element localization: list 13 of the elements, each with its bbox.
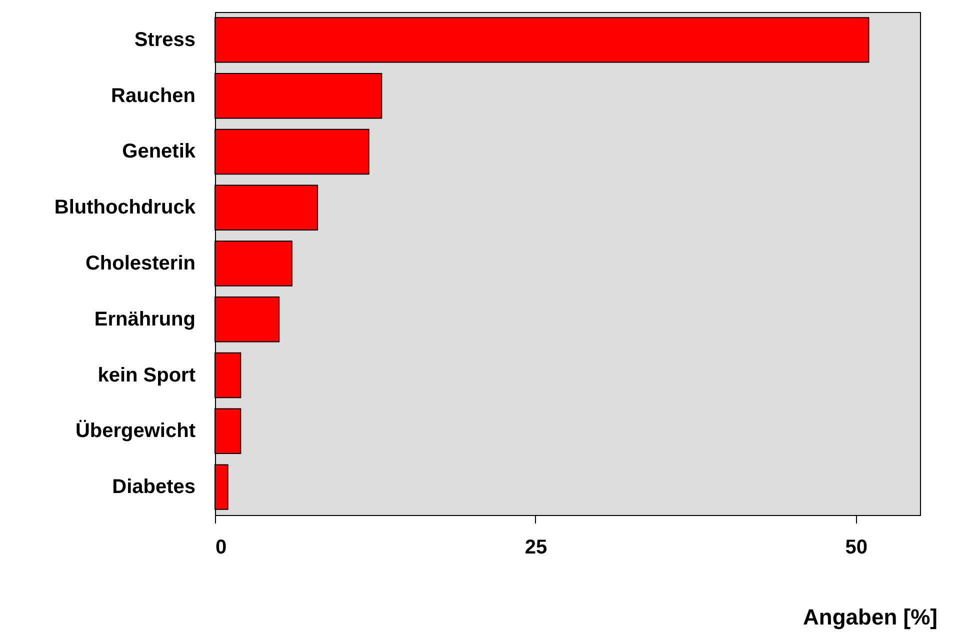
y-tick-label: Rauchen xyxy=(111,84,196,107)
x-tick-label: 0 xyxy=(216,536,227,558)
y-tick-label: Ernährung xyxy=(94,308,196,330)
y-tick-label: Genetik xyxy=(122,140,196,163)
x-tick-label: 50 xyxy=(845,536,868,558)
y-tick-label: Diabetes xyxy=(112,476,196,498)
y-tick-label: Bluthochdruck xyxy=(54,196,196,219)
x-axis-title: Angaben [%] xyxy=(803,604,938,630)
y-tick-label: Stress xyxy=(134,28,196,51)
x-tick-label: 25 xyxy=(524,536,548,558)
y-tick-label: kein Sport xyxy=(98,364,196,386)
y-tick-label: Übergewicht xyxy=(75,419,196,442)
y-tick-label: Cholesterin xyxy=(85,252,196,274)
